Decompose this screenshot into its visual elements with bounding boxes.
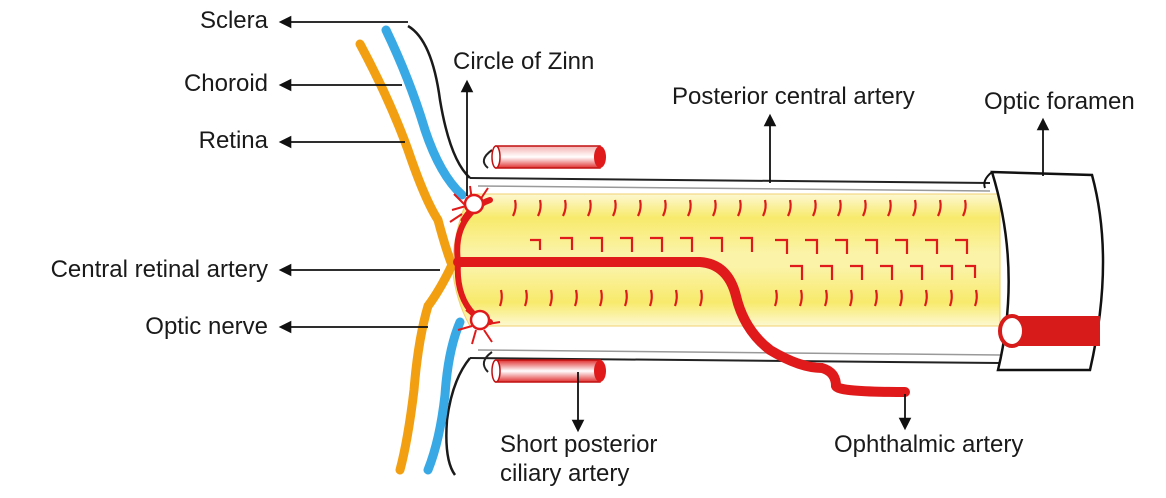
choroid-layer [381, 25, 467, 475]
label-sclera: Sclera [199, 7, 268, 34]
ciliary-artery-upper [482, 145, 606, 169]
label-retina: Retina [198, 127, 268, 154]
label-choroid: Choroid [183, 70, 268, 97]
label-ophthalmic-artery: Ophthalmic artery [834, 431, 1024, 458]
label-optic-nerve: Optic nerve [145, 313, 268, 340]
ciliary-artery-lower [482, 351, 606, 383]
retina-layer [355, 39, 457, 475]
label-optic-foramen: Optic foramen [984, 88, 1135, 115]
nerve-sheath [469, 177, 1001, 364]
label-circle-of-zinn: Circle of Zinn [453, 48, 595, 75]
circle-of-zinn [449, 185, 501, 345]
sclera-layer [407, 24, 471, 476]
ophthalmic-artery-tube [998, 314, 1100, 348]
label-central-retinal-artery: Central retinal artery [50, 256, 268, 283]
nerve-capillaries [498, 199, 978, 307]
label-short-posterior-ciliary-artery-line2: ciliary artery [500, 460, 630, 487]
leader-arrows [278, 15, 1050, 433]
label-posterior-central-artery: Posterior central artery [672, 83, 915, 110]
label-short-posterior-ciliary-artery-line1: Short posterior [500, 431, 658, 458]
